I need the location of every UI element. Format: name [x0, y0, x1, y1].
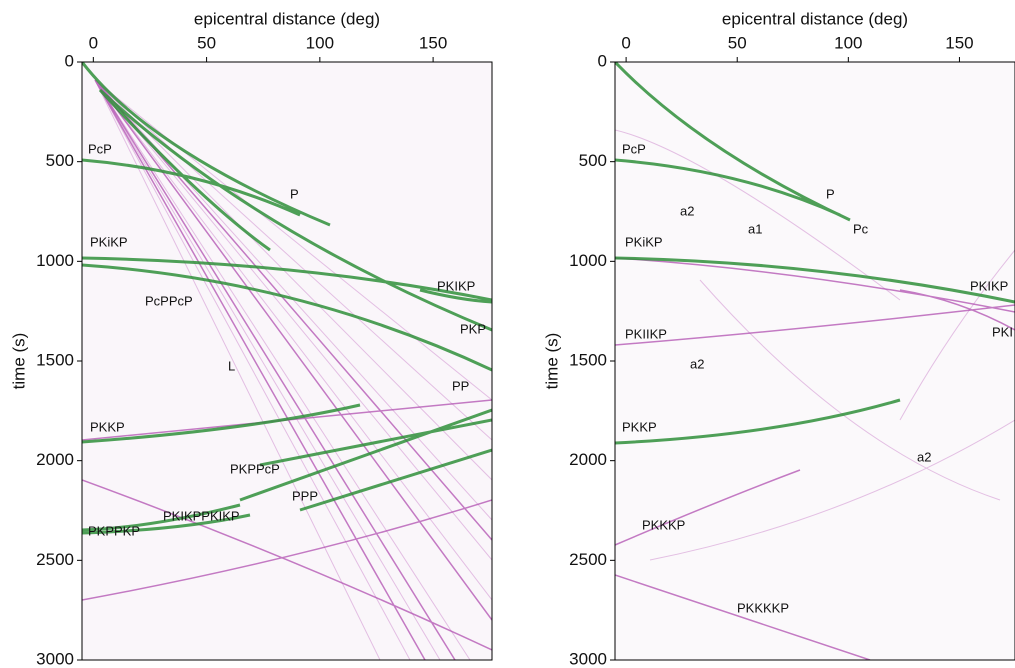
- y-tick-label: 1500: [569, 350, 607, 369]
- x-tick-label: 50: [197, 33, 216, 52]
- phase-label: PP: [452, 378, 469, 393]
- phase-label: PKKP: [622, 419, 657, 434]
- phase-label: PPP: [292, 488, 318, 503]
- y-tick-label: 1000: [36, 251, 74, 270]
- panel-background: [615, 62, 1015, 660]
- phase-label: PKPPKP: [88, 523, 140, 538]
- panel-background: [82, 62, 492, 660]
- phase-label: PKP: [460, 321, 486, 336]
- phase-label: PcP: [88, 141, 112, 156]
- x-tick-label: 100: [306, 33, 334, 52]
- y-tick-label: 500: [46, 151, 74, 170]
- phase-label: Pc: [853, 221, 869, 236]
- x-tick-label: 0: [89, 33, 98, 52]
- phase-label: a2: [917, 449, 931, 464]
- waveform-image: [82, 62, 492, 660]
- phase-label: L: [228, 358, 235, 373]
- y-axis-label: time (s): [9, 333, 28, 390]
- y-tick-label: 0: [65, 51, 74, 70]
- y-axis-label: time (s): [542, 333, 561, 390]
- x-axis-label: epicentral distance (deg): [194, 9, 380, 28]
- phase-label: PcPPcP: [145, 293, 193, 308]
- y-tick-label: 2500: [569, 550, 607, 569]
- phase-label: P: [290, 186, 299, 201]
- x-tick-label: 150: [945, 33, 973, 52]
- y-tick-label: 1000: [569, 251, 607, 270]
- y-tick-label: 2000: [36, 450, 74, 469]
- x-tick-label: 0: [621, 33, 630, 52]
- phase-label: PKI: [992, 324, 1013, 339]
- phase-label: PKKKP: [642, 517, 685, 532]
- x-axis-label: epicentral distance (deg): [722, 9, 908, 28]
- waveform-image: [615, 62, 1015, 660]
- y-tick-label: 3000: [569, 649, 607, 668]
- x-tick-label: 50: [728, 33, 747, 52]
- phase-label: PKKP: [90, 419, 125, 434]
- x-tick-label: 150: [419, 33, 447, 52]
- phase-label: P: [826, 186, 835, 201]
- phase-label: a2: [690, 356, 704, 371]
- phase-label: PKiKP: [625, 234, 663, 249]
- phase-label: PKIKP: [437, 278, 475, 293]
- phase-label: PKiKP: [90, 234, 128, 249]
- x-tick-label: 100: [834, 33, 862, 52]
- y-tick-label: 500: [579, 151, 607, 170]
- phase-label: a1: [748, 221, 762, 236]
- phase-label: PKIIKP: [625, 326, 667, 341]
- phase-label: a2: [680, 203, 694, 218]
- phase-label: PcP: [622, 141, 646, 156]
- phase-label: PKPPcP: [230, 461, 280, 476]
- y-tick-label: 1500: [36, 350, 74, 369]
- phase-label: PKKKKP: [737, 600, 789, 615]
- y-tick-label: 2000: [569, 450, 607, 469]
- y-tick-label: 2500: [36, 550, 74, 569]
- y-tick-label: 0: [598, 51, 607, 70]
- phase-label: PKIKP: [970, 278, 1008, 293]
- y-tick-label: 3000: [36, 649, 74, 668]
- phase-label: PKIKPPKIKP: [163, 508, 240, 523]
